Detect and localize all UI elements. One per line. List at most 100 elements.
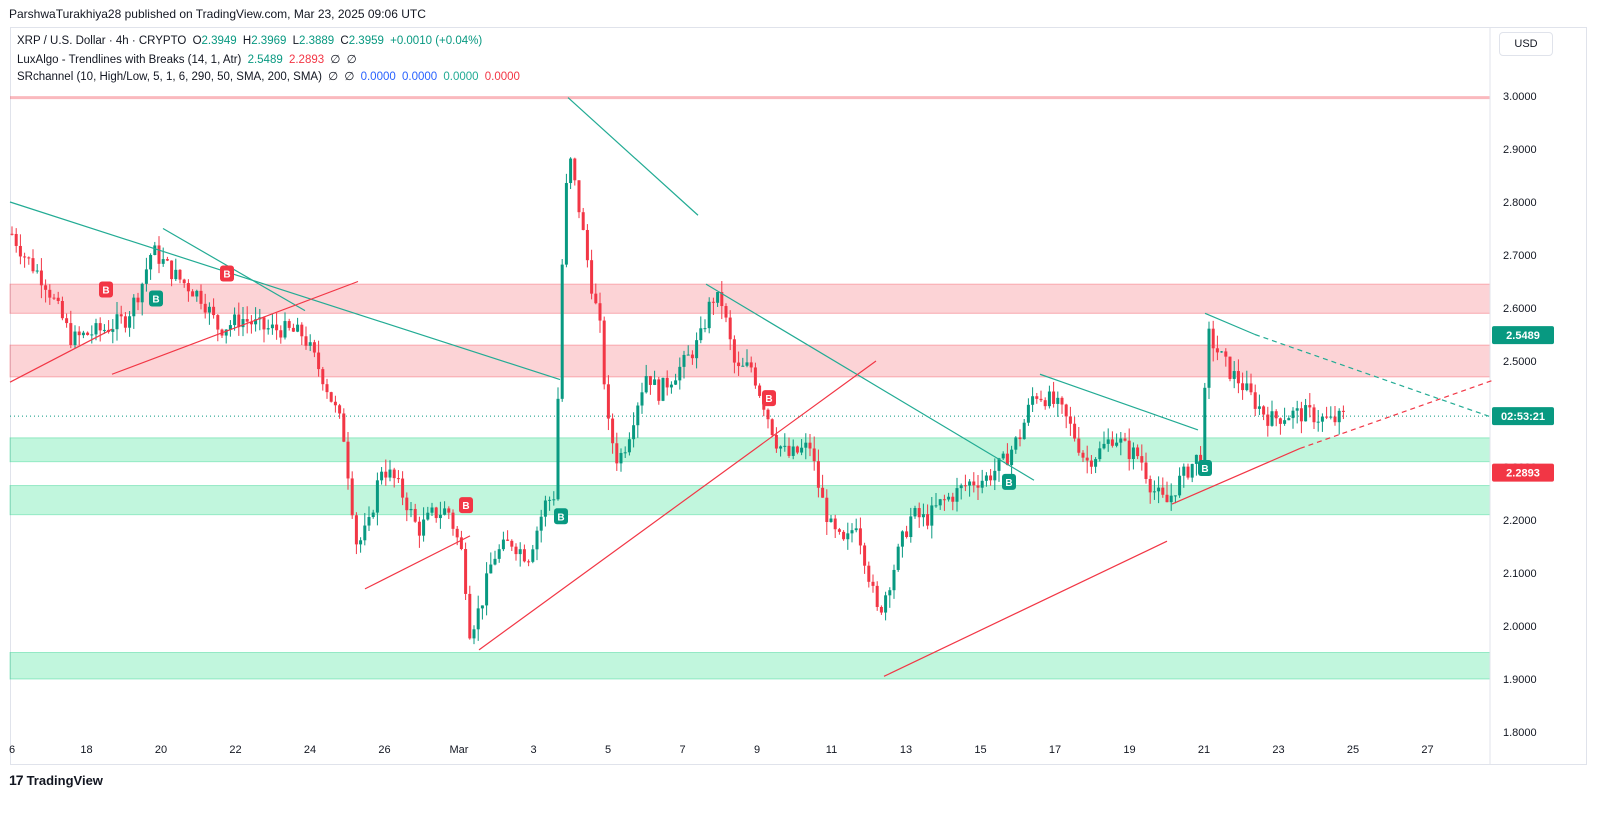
- candle-body: [518, 549, 522, 555]
- trendline: [1039, 373, 1199, 431]
- candle-body: [212, 306, 216, 316]
- candle-body: [270, 324, 274, 329]
- candle-body: [875, 585, 879, 607]
- y-tick-label: 2.2000: [1503, 515, 1537, 527]
- x-tick-label: 19: [1123, 744, 1135, 756]
- candle-body: [804, 442, 808, 448]
- candle-body: [90, 334, 94, 336]
- candle-body: [1194, 454, 1198, 464]
- indicator-1-value-3: ∅: [330, 54, 341, 66]
- candle-body: [837, 529, 841, 532]
- candle-body: [119, 314, 123, 317]
- candle-body: [619, 452, 623, 464]
- candle-body: [577, 180, 581, 213]
- candle-body: [102, 329, 106, 331]
- candle-body: [1102, 443, 1106, 449]
- candle-body: [296, 324, 300, 332]
- candle-body: [1228, 356, 1232, 379]
- indicator-2-value-6: 0.0000: [484, 71, 520, 83]
- candle-body: [1337, 410, 1341, 423]
- candle-body: [23, 256, 27, 258]
- candle-body: [510, 540, 514, 547]
- candle-body: [846, 533, 850, 540]
- candle-body: [800, 447, 804, 453]
- price-axis-label: 02:53:21: [1501, 411, 1545, 423]
- candle-body: [951, 496, 955, 502]
- indicator-2-value-3: 0.0000: [360, 71, 396, 83]
- x-tick-label: Mar: [450, 744, 469, 756]
- trendline: [9, 201, 561, 381]
- candle-body: [304, 336, 308, 346]
- candle-body: [321, 369, 325, 385]
- indicator-1-name[interactable]: LuxAlgo - Trendlines with Breaks (14, 1,…: [17, 54, 242, 66]
- candle-body: [1245, 383, 1249, 391]
- legend-indicator-2[interactable]: SRchannel (10, High/Low, 5, 1, 6, 290, 5…: [17, 69, 523, 83]
- tradingview-brand[interactable]: 17 TradingView: [9, 772, 103, 788]
- candle-body: [476, 608, 480, 630]
- break-badge: [554, 508, 568, 525]
- indicator-2-name[interactable]: SRchannel (10, High/Low, 5, 1, 6, 290, 5…: [17, 71, 322, 83]
- candle-body: [1106, 439, 1110, 444]
- candle-body: [409, 508, 413, 511]
- legend-indicator-1[interactable]: LuxAlgo - Trendlines with Breaks (14, 1,…: [17, 52, 360, 66]
- candle-body: [884, 595, 888, 613]
- candle-body: [690, 354, 694, 359]
- candle-body: [1266, 414, 1270, 426]
- candle-body: [863, 545, 867, 566]
- candle-body: [825, 497, 829, 523]
- candle-body: [930, 505, 934, 526]
- candle-body: [434, 507, 438, 519]
- candle-body: [506, 539, 510, 541]
- candle-body: [1220, 351, 1224, 353]
- x-tick-label: 3: [530, 744, 536, 756]
- legend-symbol[interactable]: XRP / U.S. Dollar · 4h · CRYPTO: [17, 35, 187, 47]
- candle-body: [1211, 328, 1215, 349]
- candle-body: [963, 485, 967, 487]
- candle-body: [1224, 351, 1228, 357]
- indicator-2-value-2: ∅: [344, 71, 355, 83]
- candle-body: [657, 379, 661, 401]
- indicator-1-value-2: 2.2893: [288, 54, 325, 66]
- candle-body: [716, 292, 720, 303]
- candle-body: [237, 314, 241, 328]
- candle-body: [1161, 487, 1165, 495]
- candle-body: [703, 328, 707, 330]
- candle-body: [543, 500, 547, 517]
- candle-body: [338, 405, 342, 414]
- candle-body: [766, 409, 770, 420]
- candle-body: [741, 365, 745, 367]
- support-zone-1: [9, 485, 1491, 516]
- candle-body: [980, 480, 984, 488]
- trendline: [364, 535, 471, 590]
- candle-body: [262, 317, 266, 330]
- candle-body: [1287, 418, 1291, 421]
- candle-body: [1064, 404, 1068, 417]
- candle-body: [1199, 454, 1203, 462]
- candle-body: [808, 442, 812, 449]
- candle-body: [745, 362, 749, 366]
- trendline: [1171, 447, 1301, 505]
- candle-body: [1333, 416, 1337, 423]
- candle-body: [1291, 410, 1295, 419]
- currency-button[interactable]: USD: [1499, 32, 1553, 56]
- y-tick-label: 2.9000: [1503, 144, 1537, 156]
- x-tick-label: 15: [974, 744, 986, 756]
- candle-body: [724, 306, 728, 318]
- resistance-zone-0: [9, 283, 1491, 314]
- break-badge: [149, 290, 163, 307]
- trendline: [1254, 333, 1491, 418]
- candle-body: [367, 517, 371, 526]
- candle-body: [417, 521, 421, 536]
- candle-body: [18, 245, 22, 257]
- break-label: B: [152, 294, 159, 305]
- candle-body: [98, 323, 102, 331]
- legend-symbol-row[interactable]: XRP / U.S. Dollar · 4h · CRYPTO O2.3949 …: [17, 35, 485, 47]
- legend-high-value: 2.3969: [251, 35, 287, 47]
- candle-body: [720, 292, 724, 307]
- candle-body: [1010, 449, 1014, 466]
- brand-name: TradingView: [26, 772, 103, 788]
- x-tick-label: 17: [1049, 744, 1061, 756]
- candle-body: [266, 328, 270, 330]
- candle-body: [1169, 495, 1173, 503]
